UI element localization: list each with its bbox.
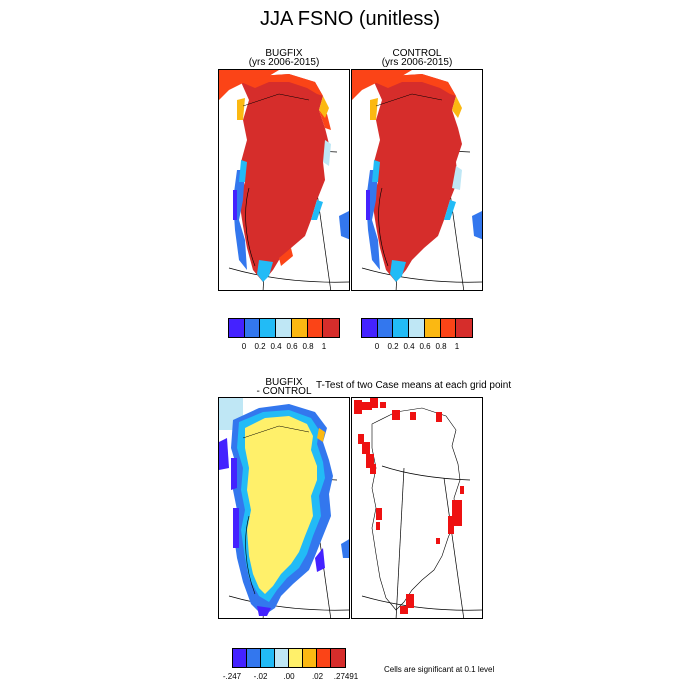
colorbar-difference-swatch: [303, 649, 317, 667]
panel-title-line1: BUGFIX: [265, 377, 303, 388]
colorbar-top-tick-label: 0.4: [270, 342, 282, 351]
colorbar-difference-swatch: [331, 649, 345, 667]
colorbar-difference-swatch: [233, 649, 247, 667]
colorbar-difference-tick-label: .00: [283, 672, 295, 681]
colorbar-top-2-ticks: 0 0.2 0.4 0.6 0.8 1: [361, 342, 471, 352]
colorbar-difference-swatch: [247, 649, 261, 667]
map-panel-control: [351, 69, 483, 291]
colorbar-top: [228, 318, 340, 338]
colorbar-difference-swatch: [289, 649, 303, 667]
colorbar-top-2-swatch: [393, 319, 410, 337]
colorbar-top-tick-label: 0: [241, 342, 247, 351]
colorbar-top-swatch: [291, 319, 308, 337]
colorbar-top-2-swatch: [440, 319, 457, 337]
panel-title-line2: (yrs 2006-2015): [381, 57, 453, 68]
colorbar-top-tick-label: 0.6: [286, 342, 298, 351]
colorbar-top-swatch: [260, 319, 277, 337]
colorbar-difference: [232, 648, 346, 668]
colorbar-top-2-tick-label: 0.2: [387, 342, 399, 351]
colorbar-difference-swatch: [261, 649, 275, 667]
ttest-title: T-Test of two Case means at each grid po…: [316, 380, 512, 391]
colorbar-difference-tick-label: -.02: [253, 672, 268, 681]
colorbar-top-swatch: [229, 319, 245, 337]
panel-title-line2: - CONTROL: [256, 386, 312, 397]
colorbar-top-swatch: [244, 319, 261, 337]
ice-sheet: [239, 74, 329, 282]
significance-note: Cells are significant at 0.1 level: [384, 665, 495, 674]
colorbar-top-2-swatch: [409, 319, 425, 337]
colorbar-difference-tick-label: .02: [311, 672, 324, 681]
colorbar-difference-tick-label: -.247: [222, 672, 242, 681]
colorbar-difference-tick-label: .27491: [333, 672, 359, 681]
greenland-map-bugfix: [219, 70, 349, 290]
greenland-map-control: [352, 70, 482, 290]
colorbar-difference-swatch: [317, 649, 331, 667]
panel-title-diff: BUGFIX - CONTROL: [218, 377, 350, 397]
colorbar-top-2: [361, 318, 473, 338]
panel-title-control: CONTROL (yrs 2006-2015): [351, 48, 483, 68]
colorbar-top-tick-label: 0.8: [302, 342, 314, 351]
colorbar-top-2-tick-label: 0.6: [419, 342, 431, 351]
figure-title: JJA FSNO (unitless): [259, 8, 441, 30]
panel-title-line1: BUGFIX: [265, 48, 303, 59]
colorbar-top-swatch: [323, 319, 340, 337]
map-panel-difference: [218, 397, 350, 619]
panel-title-line1: CONTROL: [392, 48, 442, 59]
colorbar-top-tick-label: 0.2: [254, 342, 266, 351]
colorbar-difference-swatch: [275, 649, 289, 667]
colorbar-difference-ticks: -.247 -.02 .00 .02 .27491: [223, 672, 358, 682]
colorbar-top-2-swatch: [456, 319, 473, 337]
colorbar-top-2-tick-label: 0: [374, 342, 380, 351]
panel-title-bugfix: BUGFIX (yrs 2006-2015): [218, 48, 350, 68]
colorbar-top-2-tick-label: 0.8: [435, 342, 447, 351]
colorbar-top-swatch: [307, 319, 324, 337]
colorbar-top-swatch: [276, 319, 292, 337]
colorbar-top-2-tick-label: 1: [454, 342, 460, 351]
panel-title-line2: (yrs 2006-2015): [248, 57, 320, 68]
colorbar-top-2-swatch: [424, 319, 441, 337]
greenland-map-significance: [354, 398, 482, 618]
colorbar-top-2-swatch: [377, 319, 394, 337]
map-panel-bugfix: [218, 69, 350, 291]
colorbar-top-2-tick-label: 0.4: [403, 342, 415, 351]
colorbar-top-tick-label: 1: [321, 342, 327, 351]
colorbar-top-2-swatch: [362, 319, 378, 337]
greenland-map-difference: [219, 398, 349, 618]
map-panel-ttest: [351, 397, 483, 619]
colorbar-top-ticks: 0 0.2 0.4 0.6 0.8 1: [228, 342, 338, 352]
